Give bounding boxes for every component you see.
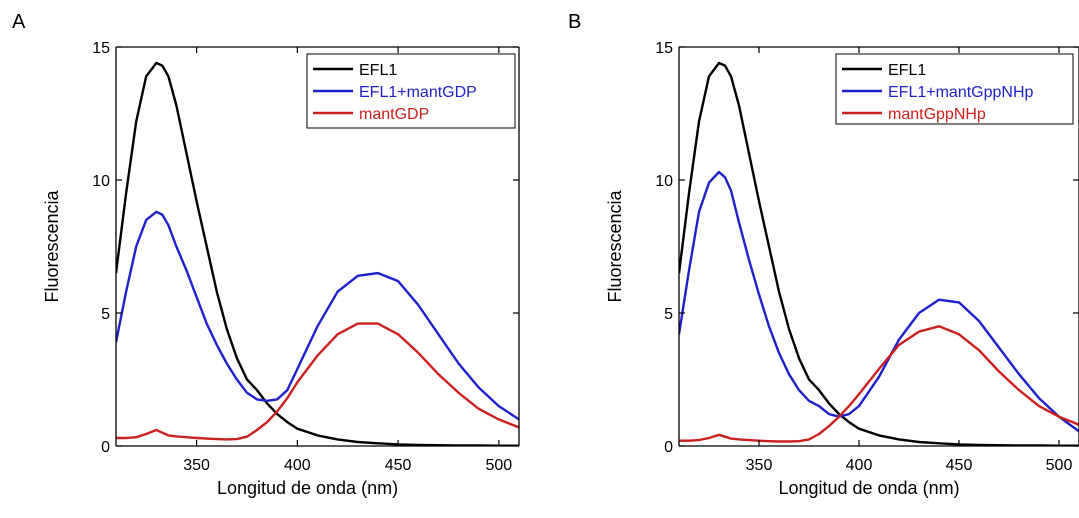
x-axis-label: Longitud de onda (nm) — [778, 478, 959, 498]
panel-letter: A — [12, 11, 26, 33]
y-tick-label: 0 — [101, 439, 110, 456]
y-axis-label: Fluorescencia — [605, 189, 625, 302]
panel-letter: B — [568, 11, 581, 33]
y-tick-label: 15 — [655, 40, 673, 57]
legend-label: EFL1+mantGppNHp — [888, 84, 1034, 101]
x-tick-label: 350 — [183, 457, 210, 474]
y-tick-label: 0 — [664, 439, 673, 456]
series-line-mantgdp — [116, 322, 519, 441]
panel-a: A 350 400 450 500 0 5 10 15 Longitud de onda (nm)… — [12, 11, 520, 498]
x-tick-label: 400 — [846, 457, 873, 474]
legend-label: EFL1+mantGDP — [359, 84, 477, 101]
x-tick-label: 350 — [746, 457, 773, 474]
y-tick-label: 15 — [92, 40, 110, 57]
x-tick-label: 500 — [485, 457, 512, 474]
x-tick-label: 450 — [385, 457, 412, 474]
x-tick-label: 400 — [284, 457, 311, 474]
y-tick-label: 5 — [101, 306, 110, 323]
series-line-mantgppnhp — [679, 325, 1079, 443]
y-axis-label: Fluorescencia — [42, 189, 62, 302]
y-tick-label: 10 — [655, 173, 673, 190]
x-axis-label: Longitud de onda (nm) — [217, 478, 398, 498]
y-tick-label: 10 — [92, 173, 110, 190]
legend-label: mantGDP — [359, 106, 429, 123]
legend-label: mantGppNHp — [888, 106, 986, 123]
x-tick-label: 450 — [946, 457, 973, 474]
series-line-efl1-mantgppnhp — [679, 170, 1079, 433]
x-tick-label: 500 — [1046, 457, 1073, 474]
y-tick-label: 5 — [664, 306, 673, 323]
series-line-efl1 — [116, 61, 519, 446]
series-line-efl1-mantgdp — [116, 210, 519, 421]
legend-label: EFL1 — [359, 62, 397, 79]
panel-b: B 350 400 450 500 0 5 10 15 Longitud de onda (nm)… — [568, 11, 1079, 498]
series-line-efl1 — [679, 61, 1079, 446]
legend-label: EFL1 — [888, 62, 926, 79]
